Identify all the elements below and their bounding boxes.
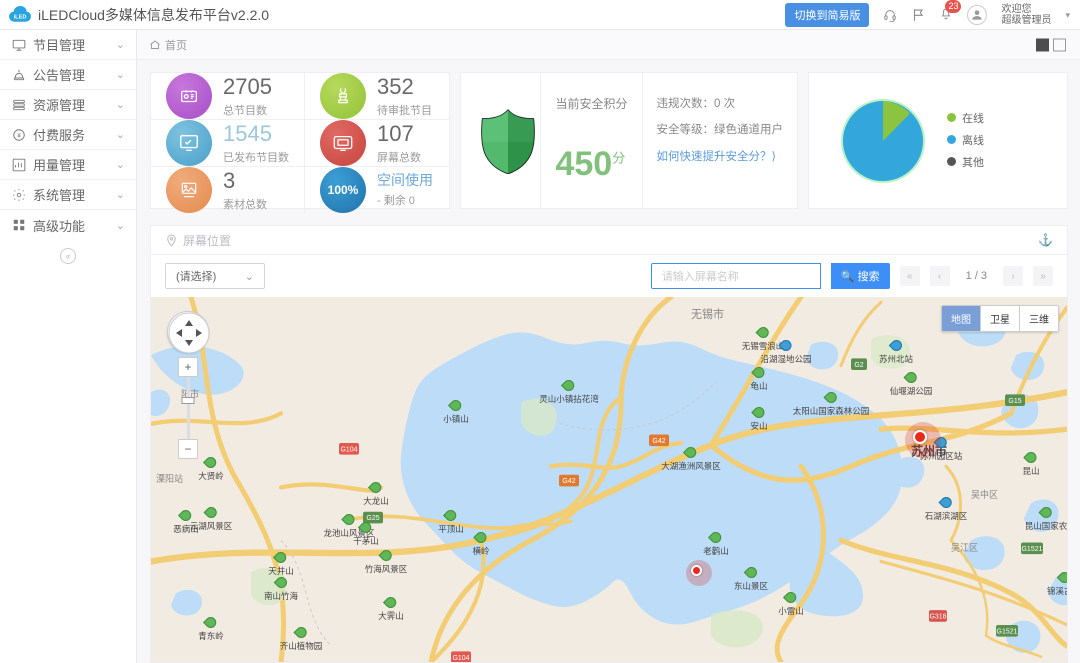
svg-text:iLED: iLED: [14, 14, 27, 20]
svg-text:吴江区: 吴江区: [951, 543, 978, 553]
svg-text:吴中区: 吴中区: [971, 489, 998, 500]
svg-text:G318: G318: [929, 611, 946, 620]
svg-text:G42: G42: [562, 476, 575, 485]
svg-text:溧阳站: 溧阳站: [156, 473, 183, 484]
svg-text:G42: G42: [652, 436, 665, 445]
svg-text:G104: G104: [452, 653, 469, 662]
svg-text:G2: G2: [854, 360, 863, 369]
svg-text:G1521: G1521: [997, 626, 1018, 635]
svg-text:G104: G104: [340, 444, 357, 453]
svg-text:G1521: G1521: [1022, 544, 1043, 553]
svg-text:无锡市: 无锡市: [691, 307, 724, 321]
svg-text:G15: G15: [1008, 396, 1021, 405]
svg-text:¥: ¥: [17, 132, 21, 139]
